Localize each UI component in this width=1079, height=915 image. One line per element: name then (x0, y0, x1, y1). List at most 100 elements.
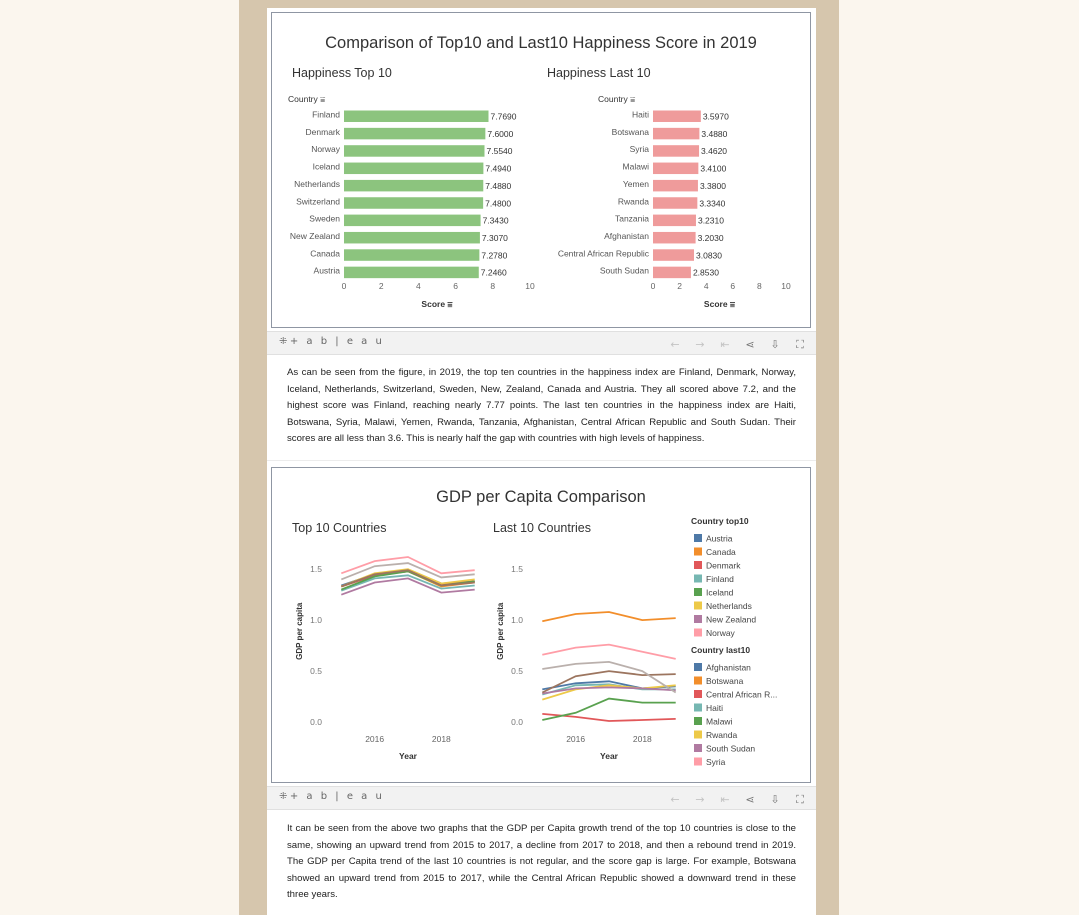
series-line[interactable] (542, 686, 676, 695)
bar[interactable] (653, 110, 701, 123)
bar[interactable] (344, 214, 481, 227)
bar[interactable] (344, 179, 484, 192)
top10-bar-chart: Country ⩸ Finland 7.7690 Denmark 7.6000 Norwa… (288, 94, 535, 309)
bar[interactable] (344, 231, 480, 244)
gdp-top10-title: Top 10 Countries (292, 521, 387, 535)
legend-item[interactable]: Denmark (706, 561, 741, 571)
series-line[interactable] (340, 556, 475, 575)
legend-swatch[interactable] (694, 588, 702, 596)
last10-bar-chart: Country ⩸ Haiti 3.5970 Botswana 3.4880 Syria 3… (558, 94, 791, 309)
gdp-viz-frame[interactable]: GDP per Capita Comparison Top 10 Countri… (271, 467, 811, 783)
series-line[interactable] (541, 670, 676, 694)
legend-swatch[interactable] (694, 703, 702, 712)
legend-item[interactable]: Rwanda (706, 730, 737, 740)
series-line[interactable] (340, 562, 475, 581)
legend-item[interactable]: Malawi (706, 717, 733, 727)
series-line[interactable] (542, 660, 677, 694)
legend-item[interactable]: Finland (706, 574, 734, 584)
bar[interactable] (344, 145, 485, 157)
y-tick-label: 1.0 (310, 615, 322, 625)
bar-value-label: 3.4100 (700, 164, 726, 174)
y-axis-label: GDP per capita (496, 602, 505, 660)
legend-item[interactable]: Central African R... (706, 690, 777, 700)
series-line[interactable] (542, 611, 676, 623)
fullscreen-icon[interactable]: ⛶ (796, 793, 804, 806)
legend-item[interactable]: Haiti (706, 703, 723, 713)
bar[interactable] (344, 162, 484, 175)
category-header: Country ⩸ (598, 94, 636, 104)
redo-icon[interactable]: → (695, 793, 705, 806)
legend-item[interactable]: Syria (706, 757, 726, 767)
gdp-top10-line-chart: 0.0 0.5 1.0 1.5 2016 2018 Year GDP per capita (295, 556, 475, 761)
series-line[interactable] (340, 569, 475, 588)
legend-swatch[interactable] (694, 663, 702, 671)
share-icon[interactable]: ⋖ (745, 338, 755, 351)
revert-icon[interactable]: ⇤ (720, 793, 730, 806)
legend-swatch[interactable] (694, 757, 702, 766)
legend-item[interactable]: Netherlands (706, 601, 752, 611)
legend-item[interactable]: Botswana (706, 676, 744, 686)
bar-value-label: 7.4940 (485, 164, 511, 174)
bar[interactable] (344, 110, 489, 123)
series-line[interactable] (542, 684, 676, 701)
x-axis-label: Score ⩸ (421, 299, 453, 309)
y-tick-label: 0.0 (310, 717, 322, 727)
series-line[interactable] (542, 697, 676, 721)
legend-swatch[interactable] (694, 628, 702, 637)
revert-icon[interactable]: ⇤ (720, 338, 730, 351)
bar[interactable] (653, 231, 696, 244)
legend-swatch[interactable] (694, 615, 702, 623)
legend-swatch[interactable] (694, 547, 702, 556)
bar-value-label: 3.4880 (701, 129, 727, 139)
category-label: Norway (311, 144, 341, 154)
bar[interactable] (344, 266, 479, 279)
legend-swatch[interactable] (694, 574, 702, 583)
gdp-viz-title: GDP per Capita Comparison (436, 488, 646, 506)
toolbar-icons: ← → ⇤ ⋖ ⇩ ⛶ (658, 335, 808, 351)
legend-swatch[interactable] (694, 690, 702, 698)
bar[interactable] (653, 266, 691, 279)
bar[interactable] (344, 197, 484, 209)
fullscreen-icon[interactable]: ⛶ (796, 338, 804, 351)
bar[interactable] (653, 179, 698, 192)
legend-item[interactable]: New Zealand (706, 615, 756, 625)
category-label: Switzerland (296, 196, 340, 206)
legend-item[interactable]: Iceland (706, 588, 734, 598)
bar[interactable] (344, 249, 480, 261)
bar[interactable] (653, 145, 700, 157)
y-tick-label: 1.5 (310, 564, 322, 574)
download-icon[interactable]: ⇩ (770, 338, 780, 351)
legend-title: Country top10 (691, 516, 749, 526)
bar[interactable] (653, 162, 699, 175)
legend-swatch[interactable] (694, 717, 702, 725)
series-line[interactable] (340, 577, 475, 596)
bar[interactable] (653, 249, 695, 261)
legend-swatch[interactable] (694, 534, 702, 542)
share-icon[interactable]: ⋖ (745, 793, 755, 806)
y-tick-label: 0.5 (310, 666, 322, 676)
download-icon[interactable]: ⇩ (770, 793, 780, 806)
legend-swatch[interactable] (694, 561, 702, 569)
x-tick-label: 6 (730, 281, 735, 291)
undo-icon[interactable]: ← (670, 793, 680, 806)
x-tick-label: 8 (757, 281, 762, 291)
legend-swatch[interactable] (694, 744, 702, 752)
legend-item[interactable]: Norway (706, 628, 736, 638)
legend-item[interactable]: Canada (706, 547, 736, 557)
legend-swatch[interactable] (694, 730, 702, 739)
legend-item[interactable]: South Sudan (706, 744, 755, 754)
undo-icon[interactable]: ← (670, 338, 680, 351)
series-line[interactable] (542, 643, 676, 660)
gdp-legends[interactable]: Country top10 Austria Canada Denmark Finland… (691, 516, 777, 767)
legend-swatch[interactable] (694, 601, 702, 610)
bar[interactable] (653, 127, 700, 140)
legend-swatch[interactable] (694, 676, 702, 685)
redo-icon[interactable]: → (695, 338, 705, 351)
bar[interactable] (653, 214, 696, 227)
legend-item[interactable]: Austria (706, 534, 733, 544)
bar[interactable] (653, 197, 698, 209)
happiness-viz-frame[interactable]: Comparison of Top10 and Last10 Happiness… (271, 12, 811, 328)
legend-item[interactable]: Afghanistan (706, 663, 751, 673)
series-line[interactable] (340, 574, 475, 592)
bar[interactable] (344, 127, 486, 140)
